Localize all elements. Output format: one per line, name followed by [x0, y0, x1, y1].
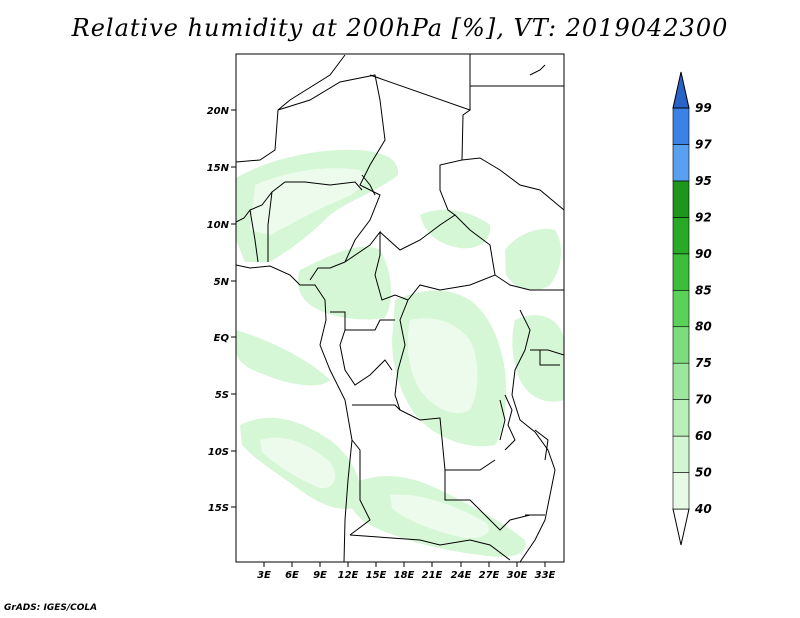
humidity-field	[236, 149, 564, 557]
colorbar-label: 70	[695, 393, 712, 407]
colorbar-label: 40	[694, 502, 712, 516]
grads-credit: GrADS: IGES/COLA	[4, 603, 98, 613]
colorbar-label: 80	[695, 320, 712, 334]
chart-title: Relative humidity at 200hPa [%], VT: 201…	[71, 14, 729, 42]
humidity-patch-central	[297, 246, 392, 320]
country-boundaries	[236, 54, 564, 562]
colorbar-swatch	[672, 362, 690, 400]
colorbar-top-triangle	[672, 71, 690, 109]
colorbar-swatch	[672, 289, 690, 328]
longitude-axis: 3E 6E 9E 12E 15E 18E 21E 24E 27E 30E 33E	[257, 562, 556, 581]
lon-tick-label: 18E	[394, 570, 415, 581]
lat-tick-label: EQ	[214, 333, 230, 344]
colorbar-swatch	[672, 144, 690, 182]
colorbar-label: 75	[695, 356, 712, 370]
lat-tick-label: 10N	[207, 220, 230, 231]
lon-tick-label: 9E	[313, 570, 327, 581]
lon-tick-label: 30E	[507, 570, 528, 581]
lat-tick-label: 15N	[207, 163, 230, 174]
lon-tick-label: 6E	[285, 570, 299, 581]
colorbar-swatch	[672, 217, 690, 255]
colorbar-swatch	[672, 435, 690, 473]
colorbar-label: 97	[695, 137, 712, 151]
lon-tick-label: 27E	[479, 570, 500, 581]
lon-tick-label: 33E	[535, 570, 556, 581]
humidity-patch-atlantic	[236, 330, 330, 386]
colorbar: 40 50 60 70 75 80 85 90 92 95 97 99	[672, 71, 712, 546]
lat-tick-label: 5N	[214, 277, 230, 288]
lat-tick-label: 5S	[215, 390, 229, 401]
colorbar-label: 99	[695, 101, 712, 115]
colorbar-swatch	[672, 472, 690, 510]
humidity-patch-lakes	[512, 315, 564, 402]
colorbar-swatch	[672, 399, 690, 437]
colorbar-swatch	[672, 253, 690, 291]
latitude-axis: 20N 15N 10N 5N EQ 5S 10S 15S	[207, 106, 236, 514]
humidity-patch-east	[505, 228, 562, 291]
humidity-patch-sudan	[420, 209, 491, 249]
colorbar-bottom-triangle	[672, 508, 690, 546]
colorbar-swatch	[672, 180, 690, 218]
colorbar-label: 92	[695, 210, 712, 224]
lon-tick-label: 12E	[338, 570, 359, 581]
colorbar-swatch	[672, 107, 690, 145]
colorbar-label: 60	[695, 429, 712, 443]
lon-tick-label: 15E	[366, 570, 387, 581]
lat-tick-label: 10S	[208, 447, 229, 458]
colorbar-swatch	[672, 326, 690, 364]
colorbar-label: 85	[695, 283, 712, 297]
lon-tick-label: 3E	[257, 570, 271, 581]
lon-tick-label: 21E	[422, 570, 443, 581]
colorbar-label: 95	[695, 174, 712, 188]
colorbar-label: 50	[695, 466, 712, 480]
colorbar-label: 90	[695, 247, 712, 261]
map-frame	[235, 53, 565, 563]
lat-tick-label: 20N	[207, 106, 230, 117]
lat-tick-label: 15S	[208, 503, 229, 514]
lon-tick-label: 24E	[451, 570, 472, 581]
coastline-west	[236, 264, 353, 562]
